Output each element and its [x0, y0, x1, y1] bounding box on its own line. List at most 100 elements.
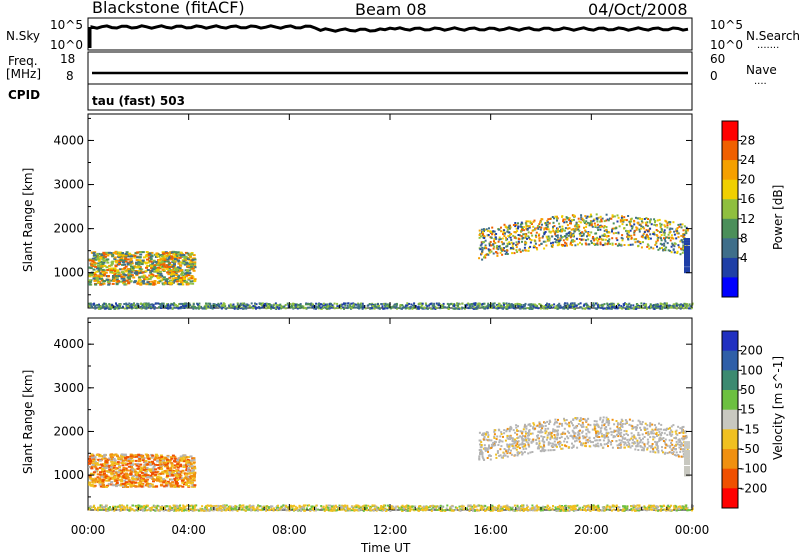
scatter-cell	[127, 263, 130, 265]
scatter-cell	[554, 216, 556, 218]
scatter-cell	[524, 242, 526, 244]
scatter-cell	[90, 467, 93, 469]
scatter-cell	[128, 479, 131, 481]
scatter-cell	[635, 226, 637, 228]
scatter-cell	[173, 307, 175, 309]
scatter-cell	[469, 305, 471, 307]
scatter-cell	[96, 304, 98, 306]
scatter-cell	[191, 275, 194, 277]
scatter-cell	[506, 250, 508, 252]
scatter-cell	[572, 241, 574, 243]
scatter-cell	[517, 243, 519, 245]
scatter-cell	[660, 243, 662, 245]
nsearch-legend-dots: .......	[757, 40, 779, 51]
scatter-cell	[141, 276, 144, 278]
scatter-cell	[103, 506, 105, 508]
scatter-cell	[491, 233, 493, 235]
scatter-cell	[684, 246, 690, 248]
scatter-cell	[184, 257, 187, 259]
scatter-cell	[499, 303, 501, 305]
scatter-cell	[97, 275, 100, 277]
scatter-cell	[189, 254, 192, 256]
scatter-cell	[185, 305, 187, 307]
scatter-cell	[146, 259, 149, 261]
scatter-cell	[232, 306, 234, 308]
scatter-cell	[146, 278, 149, 280]
scatter-cell	[673, 231, 675, 233]
scatter-cell	[171, 482, 174, 484]
scatter-cell	[154, 468, 157, 470]
scatter-cell	[163, 279, 166, 281]
scatter-cell	[156, 252, 159, 254]
scatter-cell	[479, 303, 481, 305]
scatter-cell	[635, 217, 637, 219]
scatter-cell	[151, 254, 154, 256]
scatter-cell	[126, 483, 129, 485]
scatter-cell	[583, 227, 585, 229]
scatter-cell	[587, 238, 589, 240]
scatter-cell	[647, 236, 649, 238]
scatter-cell	[506, 306, 508, 308]
scatter-cell	[88, 463, 91, 465]
scatter-cell	[425, 303, 427, 305]
scatter-cell	[667, 242, 669, 244]
scatter-cell	[141, 483, 144, 485]
scatter-cell	[145, 305, 147, 307]
scatter-cell	[535, 304, 537, 306]
scatter-cell	[104, 458, 107, 460]
scatter-cell	[162, 269, 165, 271]
scatter-cell	[170, 304, 172, 306]
scatter-cell	[171, 282, 174, 284]
scatter-cell	[191, 470, 194, 472]
scatter-cell	[187, 464, 190, 466]
scatter-cell	[105, 461, 108, 463]
scatter-cell	[623, 216, 625, 218]
scatter-cell	[609, 305, 611, 307]
scatter-cell	[564, 219, 566, 221]
scatter-cell	[684, 260, 690, 262]
scatter-cell	[183, 305, 185, 307]
scatter-cell	[136, 251, 139, 253]
scatter-cell	[536, 248, 538, 250]
scatter-cell	[167, 304, 169, 306]
scatter-cell	[502, 238, 504, 240]
param-panel-1	[88, 52, 692, 84]
scatter-cell	[611, 237, 613, 239]
scatter-cell	[545, 222, 547, 224]
scatter-cell	[312, 303, 314, 305]
scatter-cell	[259, 307, 261, 309]
scatter-cell	[193, 484, 196, 486]
scatter-cell	[99, 268, 102, 270]
scatter-cell	[130, 454, 133, 456]
scatter-cell	[299, 306, 301, 308]
scatter-cell	[594, 223, 596, 225]
scatter-cell	[180, 306, 182, 308]
scatter-cell	[670, 306, 672, 308]
scatter-cell	[517, 227, 519, 229]
scatter-cell	[176, 479, 179, 481]
scatter-cell	[684, 256, 690, 258]
scatter-cell	[579, 238, 581, 240]
scatter-cell	[557, 228, 559, 230]
scatter-cell	[106, 258, 109, 260]
scatter-cell	[170, 486, 173, 488]
scatter-cell	[595, 232, 597, 234]
scatter-cell	[98, 308, 100, 310]
scatter-cell	[545, 304, 547, 306]
scatter-cell	[191, 465, 194, 467]
scatter-cell	[561, 230, 563, 232]
scatter-cell	[580, 302, 582, 304]
scatter-cell	[386, 307, 388, 309]
scatter-cell	[100, 278, 103, 280]
scatter-cell	[170, 458, 173, 460]
scatter-cell	[487, 230, 489, 232]
scatter-cell	[585, 239, 587, 241]
scatter-cell	[163, 265, 166, 267]
scatter-cell	[562, 219, 564, 221]
scatter-cell	[514, 252, 516, 254]
scatter-cell	[186, 263, 189, 265]
scatter-cell	[132, 266, 135, 268]
colorbar-0-tick-label: 8	[740, 231, 748, 245]
scatter-cell	[166, 278, 169, 280]
scatter-cell	[590, 240, 592, 242]
